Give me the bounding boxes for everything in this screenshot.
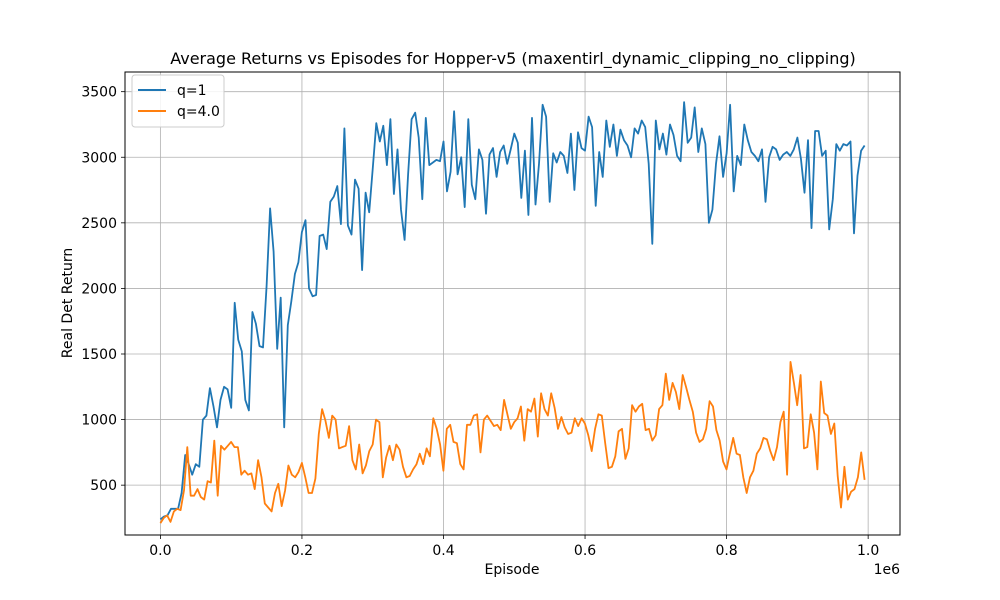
series-line-q4 — [159, 360, 866, 524]
y-tick-label: 500 — [90, 478, 117, 494]
x-tick-label: 0.6 — [574, 543, 596, 559]
x-axis-ticks: 0.0 0.2 0.4 0.6 0.8 1.0 — [149, 535, 879, 559]
axes-frame — [124, 71, 901, 536]
y-axis-ticks: 500 1000 1500 2000 2500 3000 3500 — [81, 85, 125, 494]
x-tick-label: 0.4 — [432, 543, 454, 559]
x-axis-offset-label: 1e6 — [874, 562, 901, 578]
legend: q=1 q=4.0 — [131, 74, 225, 128]
y-tick-label: 2500 — [81, 216, 117, 232]
legend-label-q4: q=4.0 — [177, 104, 220, 120]
chart-title: Average Returns vs Episodes for Hopper-v… — [170, 49, 856, 69]
x-axis-label: Episode — [485, 562, 540, 578]
y-tick-label: 3000 — [81, 150, 117, 166]
x-tick-label: 0.8 — [715, 543, 737, 559]
series-line-q1 — [159, 101, 866, 521]
y-tick-label: 3500 — [81, 85, 117, 101]
legend-box — [131, 74, 225, 128]
plot-series — [159, 101, 866, 524]
legend-label-q1: q=1 — [177, 83, 207, 99]
y-tick-label: 1500 — [81, 347, 117, 363]
y-axis-label: Real Det Return — [60, 248, 76, 358]
y-tick-label: 1000 — [81, 413, 117, 429]
x-tick-label: 0.0 — [149, 543, 171, 559]
x-tick-label: 0.2 — [291, 543, 313, 559]
y-tick-label: 2000 — [81, 281, 117, 297]
x-tick-label: 1.0 — [857, 543, 879, 559]
